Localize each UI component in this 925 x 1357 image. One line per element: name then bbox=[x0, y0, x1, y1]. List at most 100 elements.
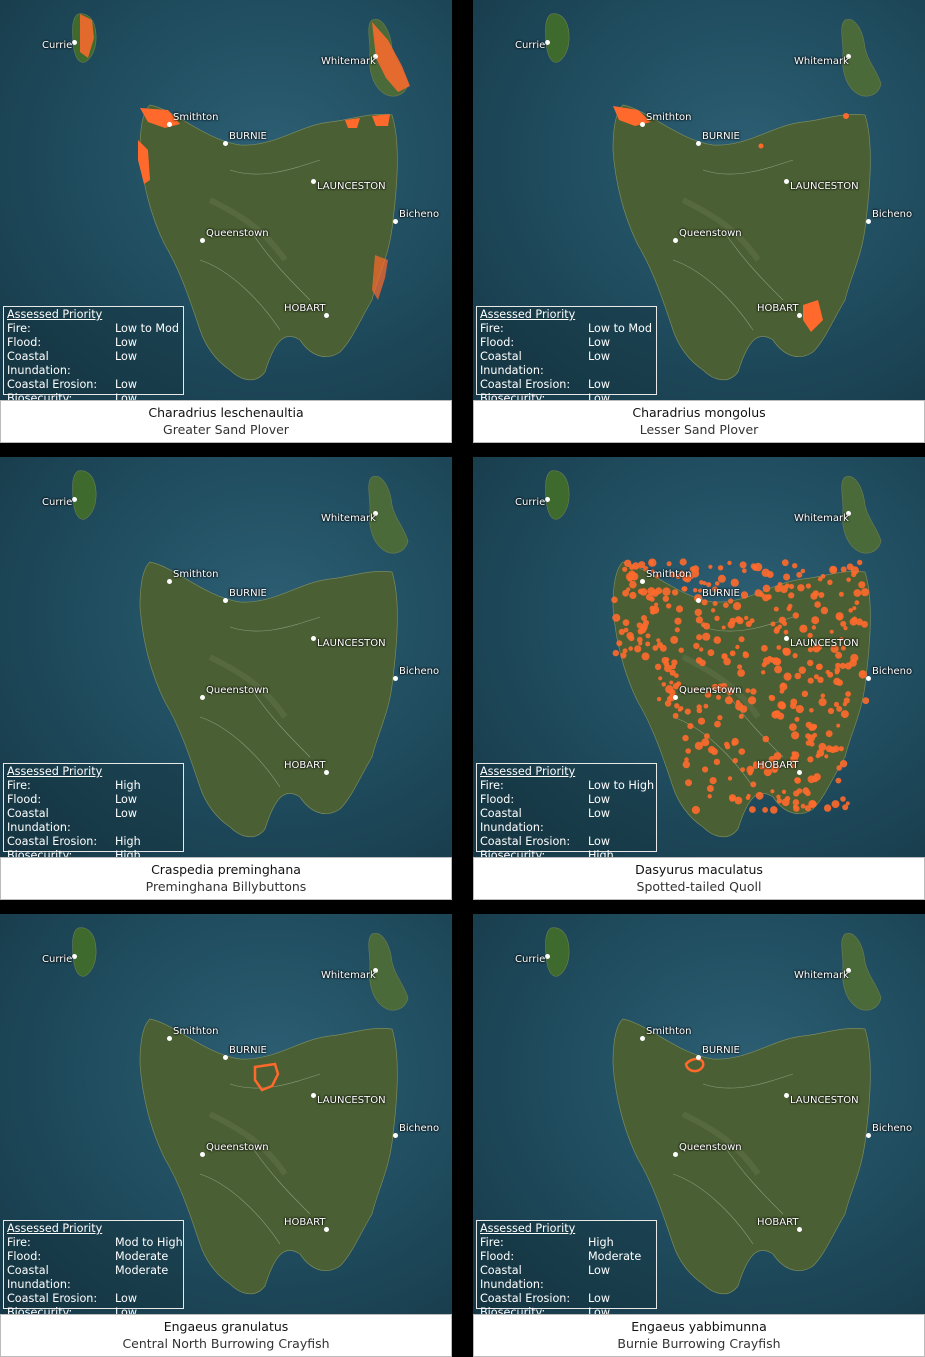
city-marker bbox=[324, 313, 329, 318]
scientific-name: Engaeus granulatus bbox=[163, 1319, 289, 1334]
priority-label-biosecurity: Biosecurity: bbox=[480, 849, 546, 857]
flinders-island bbox=[841, 19, 882, 97]
occurrence-point bbox=[845, 691, 851, 697]
occurrence-point bbox=[786, 606, 792, 612]
occurrence-point bbox=[698, 588, 703, 593]
occurrence-point bbox=[817, 576, 823, 582]
city-marker bbox=[866, 1133, 871, 1138]
priority-label-biosecurity: Biosecurity: bbox=[7, 392, 73, 400]
occurrence-point bbox=[681, 586, 688, 592]
scientific-name: Dasyurus maculatus bbox=[635, 862, 763, 877]
occurrence-point bbox=[770, 806, 778, 814]
occurrence-point bbox=[835, 651, 843, 659]
occurrence-point bbox=[835, 777, 842, 784]
city-marker bbox=[784, 1093, 789, 1098]
tasmania-landmass bbox=[139, 561, 398, 838]
occurrence-point bbox=[679, 558, 687, 566]
priority-row-flood: Flood: Moderate bbox=[480, 1250, 656, 1264]
priority-row-fire: Fire: Low to Mod bbox=[7, 322, 183, 336]
priority-label-erosion: Coastal Erosion: bbox=[7, 835, 98, 848]
assessed-priority-title: Assessed Priority bbox=[480, 1222, 576, 1235]
occurrence-point bbox=[812, 644, 821, 653]
occurrence-point bbox=[761, 644, 768, 652]
occurrence-point bbox=[804, 805, 811, 812]
occurrence-point bbox=[748, 696, 757, 705]
occurrence-point bbox=[713, 636, 722, 644]
occurrence-point bbox=[827, 707, 835, 715]
occurrence-point bbox=[611, 596, 618, 604]
city-marker bbox=[373, 54, 378, 59]
occurrence-point bbox=[622, 566, 628, 572]
city-marker bbox=[673, 695, 678, 700]
occurrence-point bbox=[654, 602, 659, 607]
occurrence-point bbox=[634, 645, 642, 653]
city-marker bbox=[846, 511, 851, 516]
city-label-whitemark: Whitemark bbox=[794, 970, 849, 981]
occurrence-point bbox=[676, 681, 682, 687]
priority-value-flood: Low bbox=[115, 793, 138, 806]
city-label-queenstown: Queenstown bbox=[206, 1142, 269, 1153]
occurrence-point bbox=[654, 574, 660, 579]
scientific-name: Craspedia preminghana bbox=[151, 862, 301, 877]
occurrence-point bbox=[776, 794, 781, 799]
occurrence-point bbox=[671, 589, 679, 596]
occurrence-point bbox=[814, 601, 821, 608]
occurrence-point bbox=[853, 589, 862, 597]
occurrence-point bbox=[731, 737, 739, 746]
priority-row-biosecurity: Biosecurity: Low bbox=[480, 392, 656, 400]
occurrence-point bbox=[792, 563, 798, 569]
occurrence-point bbox=[739, 561, 747, 569]
species-caption: Engaeus granulatus Central North Burrowin… bbox=[0, 1314, 452, 1357]
occurrence-point bbox=[845, 801, 850, 806]
occurrence-point bbox=[839, 760, 848, 768]
occurrence-point bbox=[769, 695, 776, 702]
priority-label-fire: Fire: bbox=[480, 322, 504, 335]
city-label-smithton: Smithton bbox=[646, 569, 692, 580]
priority-value-erosion: Low bbox=[588, 1292, 611, 1305]
occurrence-point bbox=[840, 620, 847, 627]
priority-label-inundation: Coastal Inundation: bbox=[480, 1264, 544, 1291]
occurrence-point bbox=[805, 740, 812, 746]
city-label-launceston: LAUNCESTON bbox=[317, 181, 386, 192]
city-marker bbox=[846, 968, 851, 973]
occurrence-point bbox=[812, 590, 819, 597]
occurrence-point bbox=[839, 636, 844, 642]
occurrence-point bbox=[703, 703, 709, 709]
occurrence-point bbox=[682, 734, 689, 742]
priority-label-erosion: Coastal Erosion: bbox=[7, 378, 98, 391]
occurrence-point bbox=[827, 579, 833, 585]
occurrence-point bbox=[818, 698, 827, 707]
occurrence-point bbox=[761, 670, 766, 675]
occurrence-point bbox=[674, 627, 680, 633]
occurrence-point bbox=[840, 645, 846, 651]
occurrence-point bbox=[735, 644, 740, 650]
occurrence-area bbox=[803, 300, 823, 332]
priority-label-erosion: Coastal Erosion: bbox=[480, 835, 571, 848]
occurrence-point bbox=[792, 799, 800, 806]
occurrence-point bbox=[708, 746, 716, 754]
occurrence-point bbox=[836, 723, 841, 728]
species-distribution-map: Currie Whitemark Smithton BURNIE LAUNCESTON B… bbox=[473, 0, 925, 400]
occurrence-point bbox=[793, 805, 800, 812]
occurrence-point bbox=[704, 691, 712, 698]
occurrence-point bbox=[642, 619, 650, 626]
occurrence-point bbox=[824, 754, 829, 759]
city-marker bbox=[673, 1152, 678, 1157]
priority-value-biosecurity: Low bbox=[115, 1306, 138, 1314]
priority-label-erosion: Coastal Erosion: bbox=[7, 1292, 98, 1305]
king-island bbox=[545, 13, 570, 63]
priority-row-flood: Flood: Low bbox=[480, 336, 656, 350]
occurrence-point bbox=[674, 617, 682, 625]
occurrence-point bbox=[620, 652, 627, 659]
occurrence-point bbox=[813, 674, 819, 680]
occurrence-point bbox=[781, 789, 787, 794]
priority-row-flood: Flood: Moderate bbox=[7, 1250, 183, 1264]
city-marker bbox=[223, 1055, 228, 1060]
city-marker bbox=[311, 1093, 316, 1098]
occurrence-point bbox=[695, 616, 703, 624]
occurrence-point bbox=[840, 710, 849, 719]
priority-row-fire: Fire: Low to High bbox=[480, 779, 656, 793]
species-caption: Engaeus yabbimunna Burnie Burrowing Crayf… bbox=[473, 1314, 925, 1357]
occurrence-point bbox=[742, 651, 750, 659]
occurrence-point bbox=[656, 696, 662, 702]
